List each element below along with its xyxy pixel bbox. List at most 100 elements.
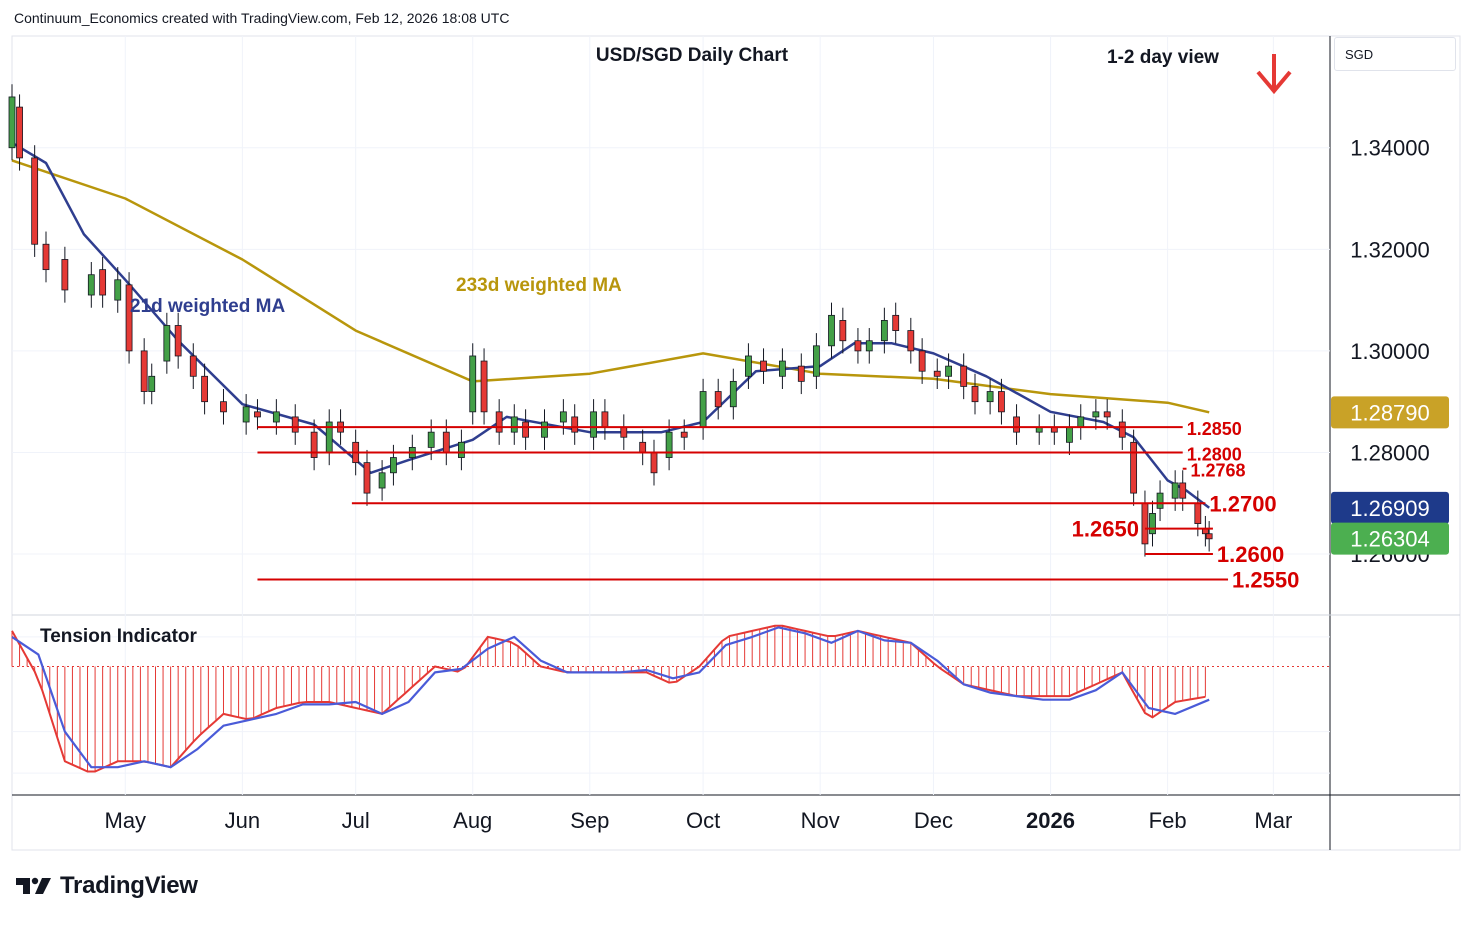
- candle-body: [114, 279, 122, 301]
- candle-body: [427, 431, 435, 448]
- price-tag: [1331, 396, 1449, 429]
- candle-body: [125, 284, 133, 352]
- candle-body: [174, 325, 182, 357]
- candle-body: [571, 416, 579, 433]
- candle-body: [1118, 421, 1126, 438]
- candle-body: [1171, 482, 1179, 499]
- candle-body: [1130, 441, 1138, 494]
- candle-body: [1194, 502, 1202, 524]
- candle-body: [189, 355, 197, 377]
- arrow-head: [1256, 70, 1292, 95]
- candle-body: [1066, 426, 1073, 443]
- currency-selector[interactable]: SGD: [1334, 37, 1456, 71]
- candle-body: [892, 314, 900, 331]
- candle-body: [242, 406, 250, 423]
- x-tick-label: Sep: [570, 808, 609, 833]
- candle-body: [880, 320, 888, 342]
- candle-body: [458, 441, 465, 458]
- candle-body: [665, 431, 673, 458]
- indicator-title: Tension Indicator: [40, 626, 198, 647]
- candle-body: [220, 401, 227, 413]
- candle-body: [469, 355, 477, 413]
- candle-body: [960, 365, 968, 387]
- candle-body: [650, 452, 658, 474]
- candle-body: [140, 350, 148, 392]
- candle-body: [1103, 411, 1111, 418]
- candle-body: [1077, 416, 1085, 428]
- candle-body: [442, 431, 450, 453]
- level-label: 1.2800: [1187, 444, 1242, 464]
- x-tick-label: Oct: [686, 808, 720, 833]
- arrow-down-icon: [1256, 54, 1292, 95]
- x-tick-label: Jun: [225, 808, 260, 833]
- candle-body: [1013, 416, 1020, 433]
- candle-body: [839, 320, 847, 342]
- candle-body: [1179, 482, 1187, 499]
- candle-body: [148, 375, 156, 392]
- price-tag: [1331, 491, 1449, 524]
- chart-labels: USD/SGD Daily Chart 1-2 day view 21d weigh…: [130, 45, 1292, 317]
- candle-body: [865, 340, 873, 352]
- price-tag-label: 1.26304: [1350, 527, 1430, 552]
- candle-body: [291, 416, 299, 433]
- price-tag-label: 1.26909: [1350, 496, 1430, 521]
- tension-indicator-panel: Tension Indicator: [11, 624, 1330, 773]
- candle-body: [272, 411, 280, 423]
- candle-body: [714, 391, 722, 408]
- candle-body: [480, 360, 488, 413]
- candle-body: [639, 441, 647, 453]
- candle-body: [522, 421, 530, 438]
- chart-subtitle: 1-2 day view: [1107, 47, 1219, 68]
- candle-body: [933, 370, 941, 377]
- candlestick-series: [8, 84, 1213, 557]
- candle-body: [797, 365, 805, 382]
- ma-233-line: [11, 159, 1210, 414]
- candle-body: [254, 411, 261, 418]
- candle-body: [945, 365, 952, 377]
- axes: 1.340001.320001.300001.280001.26000MayJu…: [105, 136, 1449, 833]
- x-tick-label: Aug: [453, 808, 492, 833]
- candle-body: [31, 157, 39, 245]
- candle-body: [8, 96, 16, 149]
- x-tick-label: Nov: [801, 808, 840, 833]
- level-label: 1.2768: [1190, 461, 1245, 481]
- candle-body: [760, 360, 767, 372]
- candle-body: [971, 386, 979, 403]
- x-tick-label: May: [105, 808, 147, 833]
- candle-body: [590, 411, 597, 438]
- candle-body: [201, 375, 209, 403]
- candle-body: [510, 416, 518, 433]
- price-tag-label: 1.28790: [1350, 400, 1430, 425]
- ma-21-label: 21d weighted MA: [130, 296, 285, 317]
- candle-body: [745, 355, 752, 377]
- x-tick-label: Mar: [1254, 808, 1292, 833]
- price-tag: [1331, 522, 1449, 555]
- y-tick-label: 1.32000: [1350, 237, 1430, 262]
- candle-body: [601, 411, 609, 428]
- tradingview-wordmark: TradingView: [60, 872, 198, 899]
- histogram-envelope: [11, 624, 1206, 773]
- candle-body: [620, 426, 628, 438]
- y-tick-label: 1.30000: [1350, 339, 1430, 364]
- level-label: 1.2700: [1209, 491, 1276, 516]
- candle-body: [1205, 533, 1213, 540]
- tradingview-logo[interactable]: TradingView: [14, 872, 198, 900]
- candle-body: [1092, 411, 1100, 418]
- chart-credit: Continuum_Economics created with Trading…: [14, 10, 510, 26]
- candle-body: [541, 421, 548, 438]
- candle-body: [87, 274, 95, 296]
- candle-body: [699, 391, 707, 428]
- candle-body: [390, 457, 397, 474]
- grid-lines: [12, 36, 1330, 795]
- candle-body: [812, 345, 820, 377]
- candle-body: [986, 391, 994, 403]
- y-tick-label: 1.34000: [1350, 136, 1430, 161]
- candle-body: [559, 411, 567, 423]
- candle-body: [998, 391, 1005, 413]
- ma-233-label: 233d weighted MA: [456, 275, 622, 296]
- level-label: 1.2600: [1217, 542, 1284, 567]
- candle-body: [680, 431, 688, 438]
- candle-body: [907, 330, 915, 352]
- signal-line: [11, 626, 1210, 769]
